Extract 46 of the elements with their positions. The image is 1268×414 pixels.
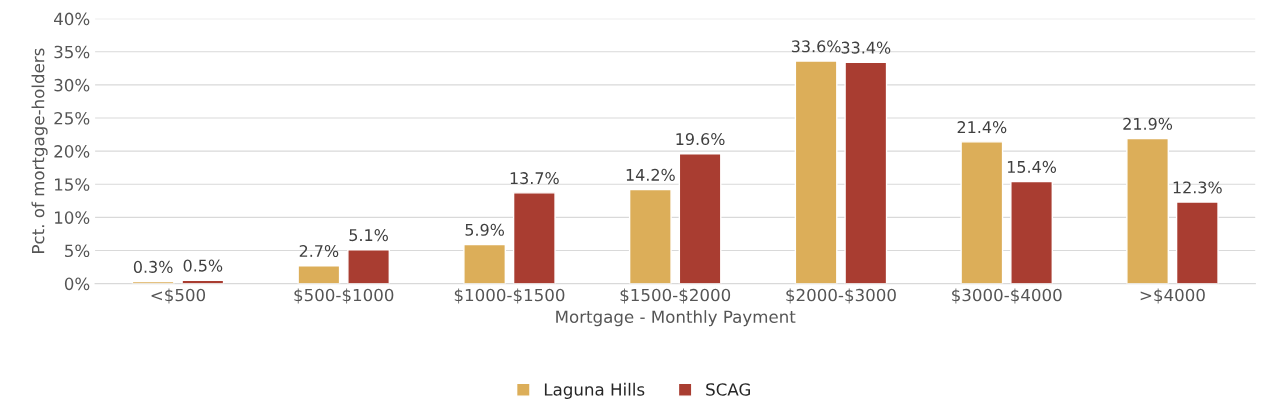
bar [1126, 137, 1169, 284]
data-label: 0.3% [133, 260, 173, 273]
data-label: 21.4% [957, 121, 1007, 134]
legend-label: SCAG [706, 383, 750, 396]
y-tick-label: 5% [65, 244, 90, 258]
x-tick-label: $1000-$1500 [454, 288, 565, 304]
x-tick-label: $3000-$4000 [952, 288, 1062, 304]
x-axis-title: Mortgage - Monthly Payment [556, 310, 796, 327]
bar [628, 188, 672, 284]
data-label: 15.4% [1007, 160, 1057, 173]
data-label: 14.2% [626, 168, 675, 181]
legend-label: Laguna Hills [544, 382, 645, 399]
y-tick-label: 10% [55, 211, 90, 224]
bar [1010, 180, 1053, 284]
data-label: 5.1% [349, 229, 388, 242]
bar [844, 61, 888, 284]
y-tick-label: 40% [54, 12, 90, 26]
bar [960, 141, 1004, 284]
bar [678, 153, 722, 284]
y-tick-label: 35% [54, 45, 90, 59]
data-label: 33.6% [791, 40, 841, 53]
data-label: 13.7% [510, 172, 559, 185]
data-label: 0.5% [183, 259, 223, 272]
data-label: 12.3% [1173, 181, 1222, 194]
y-tick-label: 0% [64, 277, 90, 291]
y-tick-label: 15% [55, 178, 90, 191]
data-label: 21.9% [1123, 117, 1173, 130]
bar [463, 243, 507, 284]
x-tick-label: $500-$1000 [294, 288, 394, 304]
x-tick-label: <$500 [151, 288, 206, 304]
x-tick-label: $2000-$3000 [786, 288, 896, 304]
y-tick-label: 20% [54, 145, 90, 158]
data-label: 2.7% [299, 244, 339, 258]
x-tick-label: >$4000 [1140, 288, 1205, 304]
data-label: 33.4% [841, 41, 891, 54]
bar [794, 60, 838, 284]
bar [1175, 201, 1219, 284]
bar [347, 249, 390, 284]
y-tick-label: 25% [54, 111, 90, 125]
bar [297, 265, 341, 284]
x-tick-label: $1500-$2000 [620, 288, 731, 304]
y-tick-label: 30% [54, 78, 90, 92]
bar [512, 192, 556, 284]
y-axis-title: Pct. of mortgage-holders [31, 48, 48, 253]
data-label: 19.6% [676, 133, 725, 146]
data-label: 5.9% [465, 223, 505, 236]
